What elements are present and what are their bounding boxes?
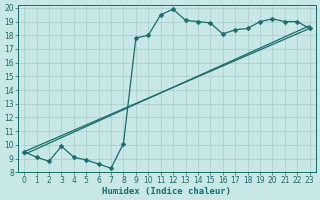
X-axis label: Humidex (Indice chaleur): Humidex (Indice chaleur) <box>102 187 231 196</box>
